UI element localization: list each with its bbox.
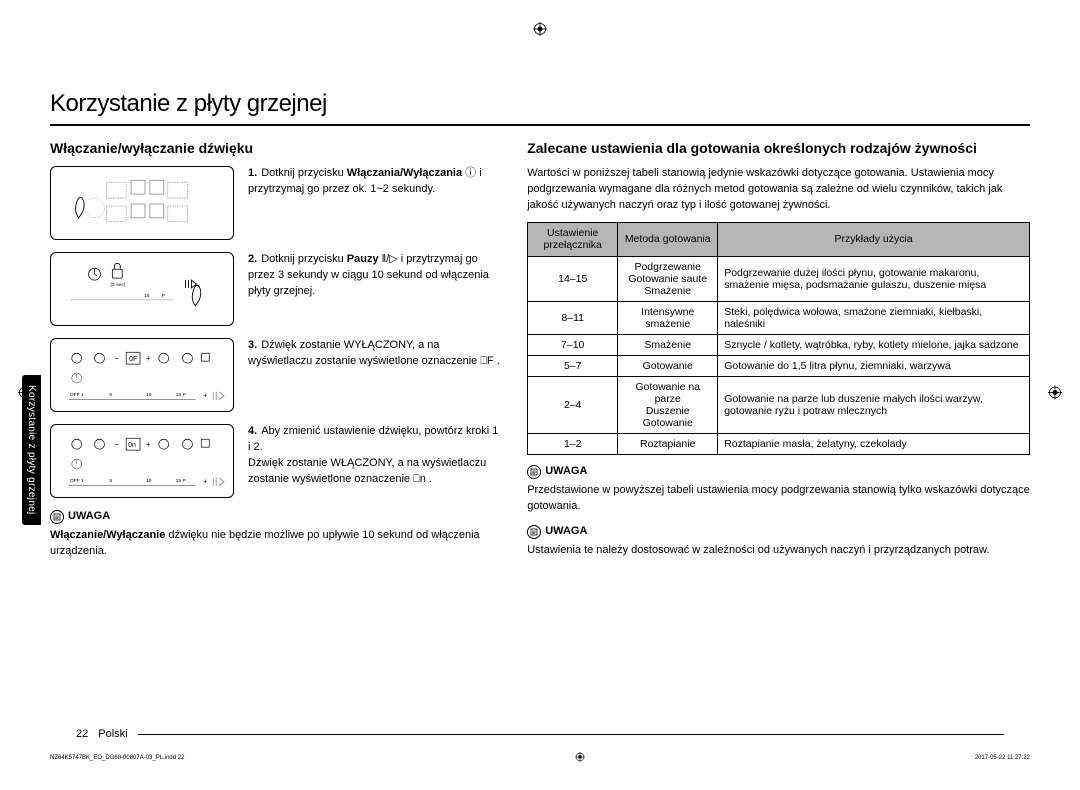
svg-text:10: 10	[146, 392, 152, 398]
step-diagram: (3 sec) 15 P	[50, 252, 234, 326]
cell-examples: Gotowanie do 1,5 litra płynu, ziemniaki,…	[718, 356, 1030, 377]
tiny-footer-right: 2017-05-22 11:27:22	[975, 755, 1030, 761]
step-diagram	[50, 166, 234, 240]
table-row: 14–15PodgrzewanieGotowanie sauteSmażenie…	[528, 257, 1030, 302]
cell-examples: Gotowanie na parze lub duszenie małych i…	[718, 377, 1030, 434]
right-heading: Zalecane ustawienia dla gotowania określ…	[527, 140, 1030, 156]
svg-text:0F: 0F	[129, 356, 137, 363]
table-header: Ustawienieprzełącznika	[528, 222, 618, 256]
reg-mark-bottom	[575, 752, 585, 764]
cell-examples: Sznycle / kotlety, wątróbka, ryby, kotle…	[718, 335, 1030, 356]
left-note-label: UWAGA	[50, 510, 501, 524]
svg-text:OFF 1: OFF 1	[70, 392, 84, 398]
table-row: 5–7GotowanieGotowanie do 1,5 litra płynu…	[528, 356, 1030, 377]
step-desc: 3.Dźwięk zostanie WYŁĄCZONY, a na wyświe…	[248, 338, 501, 370]
cell-setting: 2–4	[528, 377, 618, 434]
svg-text:15 P: 15 P	[176, 392, 187, 398]
left-column: Korzystanie z płyty grzejnej Włączanie/w…	[50, 140, 501, 570]
cell-examples: Steki, polędwica wołowa, smażone ziemnia…	[718, 302, 1030, 335]
step-row: (3 sec) 15 P 2.Dotknij przycisku Pauzy ‖/▷ …	[50, 252, 501, 326]
cell-examples: Podgrzewanie dużej ilości płynu, gotowan…	[718, 257, 1030, 302]
page-title: Korzystanie z płyty grzejnej	[50, 90, 1030, 118]
step-desc: 2.Dotknij przycisku Pauzy ‖/▷ i przytrzy…	[248, 252, 501, 300]
svg-text:OFF 1: OFF 1	[70, 478, 84, 484]
svg-text:10: 10	[146, 478, 152, 484]
note-icon	[527, 525, 541, 539]
svg-text:0n: 0n	[128, 442, 136, 449]
cell-setting: 7–10	[528, 335, 618, 356]
svg-text:−: −	[114, 354, 119, 363]
cell-setting: 1–2	[528, 434, 618, 455]
note-icon	[527, 465, 541, 479]
cell-method: Roztapianie	[618, 434, 718, 455]
right-note1-text: Przedstawione w powyższej tabeli ustawie…	[527, 483, 1030, 515]
reg-mark-right	[1048, 386, 1062, 405]
step-row: − 0n + OFF 1 5 10 15 P +4.Aby zmienić ustawieni…	[50, 424, 501, 498]
page-lang: Polski	[98, 728, 127, 740]
note-label-text: UWAGA	[545, 465, 587, 477]
cell-setting: 5–7	[528, 356, 618, 377]
cooking-table: UstawienieprzełącznikaMetoda gotowaniaPr…	[527, 222, 1030, 455]
tiny-footer: NZ64K5747BK_EO_DG68-00807A-03_PL.indd 22…	[50, 752, 1030, 764]
cell-examples: Roztapianie masła, żelatyny, czekolady	[718, 434, 1030, 455]
svg-text:(3 sec): (3 sec)	[110, 282, 125, 288]
svg-text:15 P: 15 P	[176, 478, 187, 484]
note-icon	[50, 510, 64, 524]
step-row: 1.Dotknij przycisku Włączania/Wyłączania…	[50, 166, 501, 240]
svg-text:+: +	[203, 393, 207, 400]
table-row: 8–11Intensywne smażenieSteki, polędwica …	[528, 302, 1030, 335]
right-note2-text: Ustawienia te należy dostosować w zależn…	[527, 543, 1030, 559]
svg-text:5: 5	[109, 478, 112, 484]
cell-method: Smażenie	[618, 335, 718, 356]
table-row: 1–2RoztapianieRoztapianie masła, żelatyn…	[528, 434, 1030, 455]
side-tab: Korzystanie z płyty grzejnej	[22, 375, 41, 525]
page-number: 22	[76, 728, 88, 740]
svg-text:5: 5	[109, 392, 112, 398]
table-header: Przykłady użycia	[718, 222, 1030, 256]
left-note-text: Włączanie/Wyłączanie dźwięku nie będzie …	[50, 528, 501, 560]
cell-method: PodgrzewanieGotowanie sauteSmażenie	[618, 257, 718, 302]
tiny-footer-left: NZ64K5747BK_EO_DG68-00807A-03_PL.indd 22	[50, 755, 184, 761]
note-label-text: UWAGA	[545, 525, 587, 537]
right-column: Zalecane ustawienia dla gotowania określ…	[527, 140, 1030, 570]
step-diagram: − 0n + OFF 1 5 10 15 P +	[50, 424, 234, 498]
step-row: − 0F + OFF 1 5 10 15 P +3.Dźwięk zostanie WYŁĄC…	[50, 338, 501, 412]
page-footer: 22 Polski	[76, 728, 1004, 740]
note-label-text: UWAGA	[68, 510, 110, 522]
table-row: 7–10SmażenieSznycle / kotlety, wątróbka,…	[528, 335, 1030, 356]
svg-text:P: P	[162, 293, 166, 299]
cell-setting: 8–11	[528, 302, 618, 335]
step-diagram: − 0F + OFF 1 5 10 15 P +	[50, 338, 234, 412]
step-desc: 1.Dotknij przycisku Włączania/Wyłączania…	[248, 166, 501, 198]
svg-text:15: 15	[144, 293, 150, 299]
reg-mark-top	[533, 22, 547, 41]
cell-method: Intensywne smażenie	[618, 302, 718, 335]
left-heading: Włączanie/wyłączanie dźwięku	[50, 140, 501, 156]
svg-text:+: +	[146, 440, 151, 449]
cell-setting: 14–15	[528, 257, 618, 302]
svg-text:+: +	[203, 479, 207, 486]
svg-text:−: −	[114, 440, 119, 449]
footer-line	[138, 734, 1004, 735]
cell-method: Gotowanie	[618, 356, 718, 377]
table-header: Metoda gotowania	[618, 222, 718, 256]
title-divider	[50, 124, 1030, 126]
table-row: 2–4Gotowanie na parzeDuszenieGotowanieGo…	[528, 377, 1030, 434]
svg-text:+: +	[146, 354, 151, 363]
right-note2-label: UWAGA	[527, 525, 1030, 539]
cell-method: Gotowanie na parzeDuszenieGotowanie	[618, 377, 718, 434]
step-desc: 4.Aby zmienić ustawienie dźwięku, powtór…	[248, 424, 501, 488]
right-intro: Wartości w poniższej tabeli stanowią jed…	[527, 166, 1030, 214]
right-note1-label: UWAGA	[527, 465, 1030, 479]
